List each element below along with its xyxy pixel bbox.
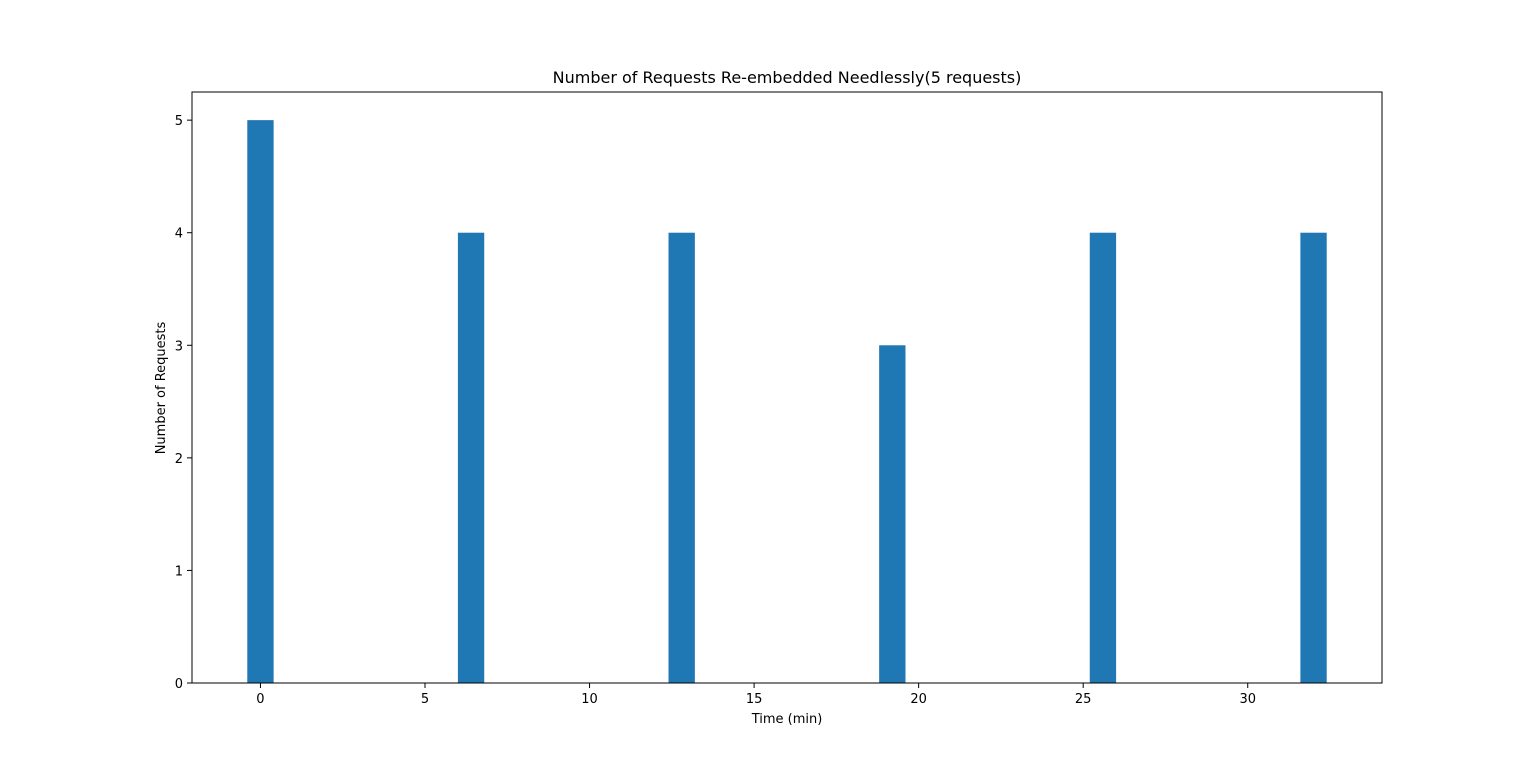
x-tick-label: 0	[256, 692, 264, 707]
bar	[1089, 232, 1117, 683]
bar	[1300, 232, 1327, 683]
y-axis-ticks: 0 1 2 3 4 5	[175, 114, 192, 692]
x-axis-label: Time (min)	[751, 712, 823, 727]
y-tick-label: 5	[175, 114, 183, 129]
y-tick-label: 4	[175, 227, 183, 242]
y-tick-label: 3	[175, 339, 183, 354]
bars-group	[247, 120, 1327, 683]
y-tick-label: 2	[175, 452, 183, 467]
x-tick-label: 20	[910, 692, 927, 707]
y-tick-label: 0	[175, 677, 183, 692]
bar	[668, 232, 695, 683]
bar	[879, 345, 906, 683]
x-tick-label: 30	[1239, 692, 1256, 707]
bar	[247, 120, 274, 683]
x-tick-label: 15	[746, 692, 763, 707]
x-tick-label: 5	[421, 692, 429, 707]
x-tick-label: 10	[581, 692, 598, 707]
plot-frame	[191, 91, 1383, 684]
x-tick-label: 25	[1075, 692, 1092, 707]
y-axis-label: Number of Requests	[154, 321, 169, 454]
y-tick-label: 1	[175, 564, 183, 579]
chart-title: Number of Requests Re-embedded Needlessl…	[553, 68, 1022, 87]
bar	[457, 232, 485, 683]
x-axis-ticks: 0 5 10 15 20 25 30	[256, 683, 1256, 707]
